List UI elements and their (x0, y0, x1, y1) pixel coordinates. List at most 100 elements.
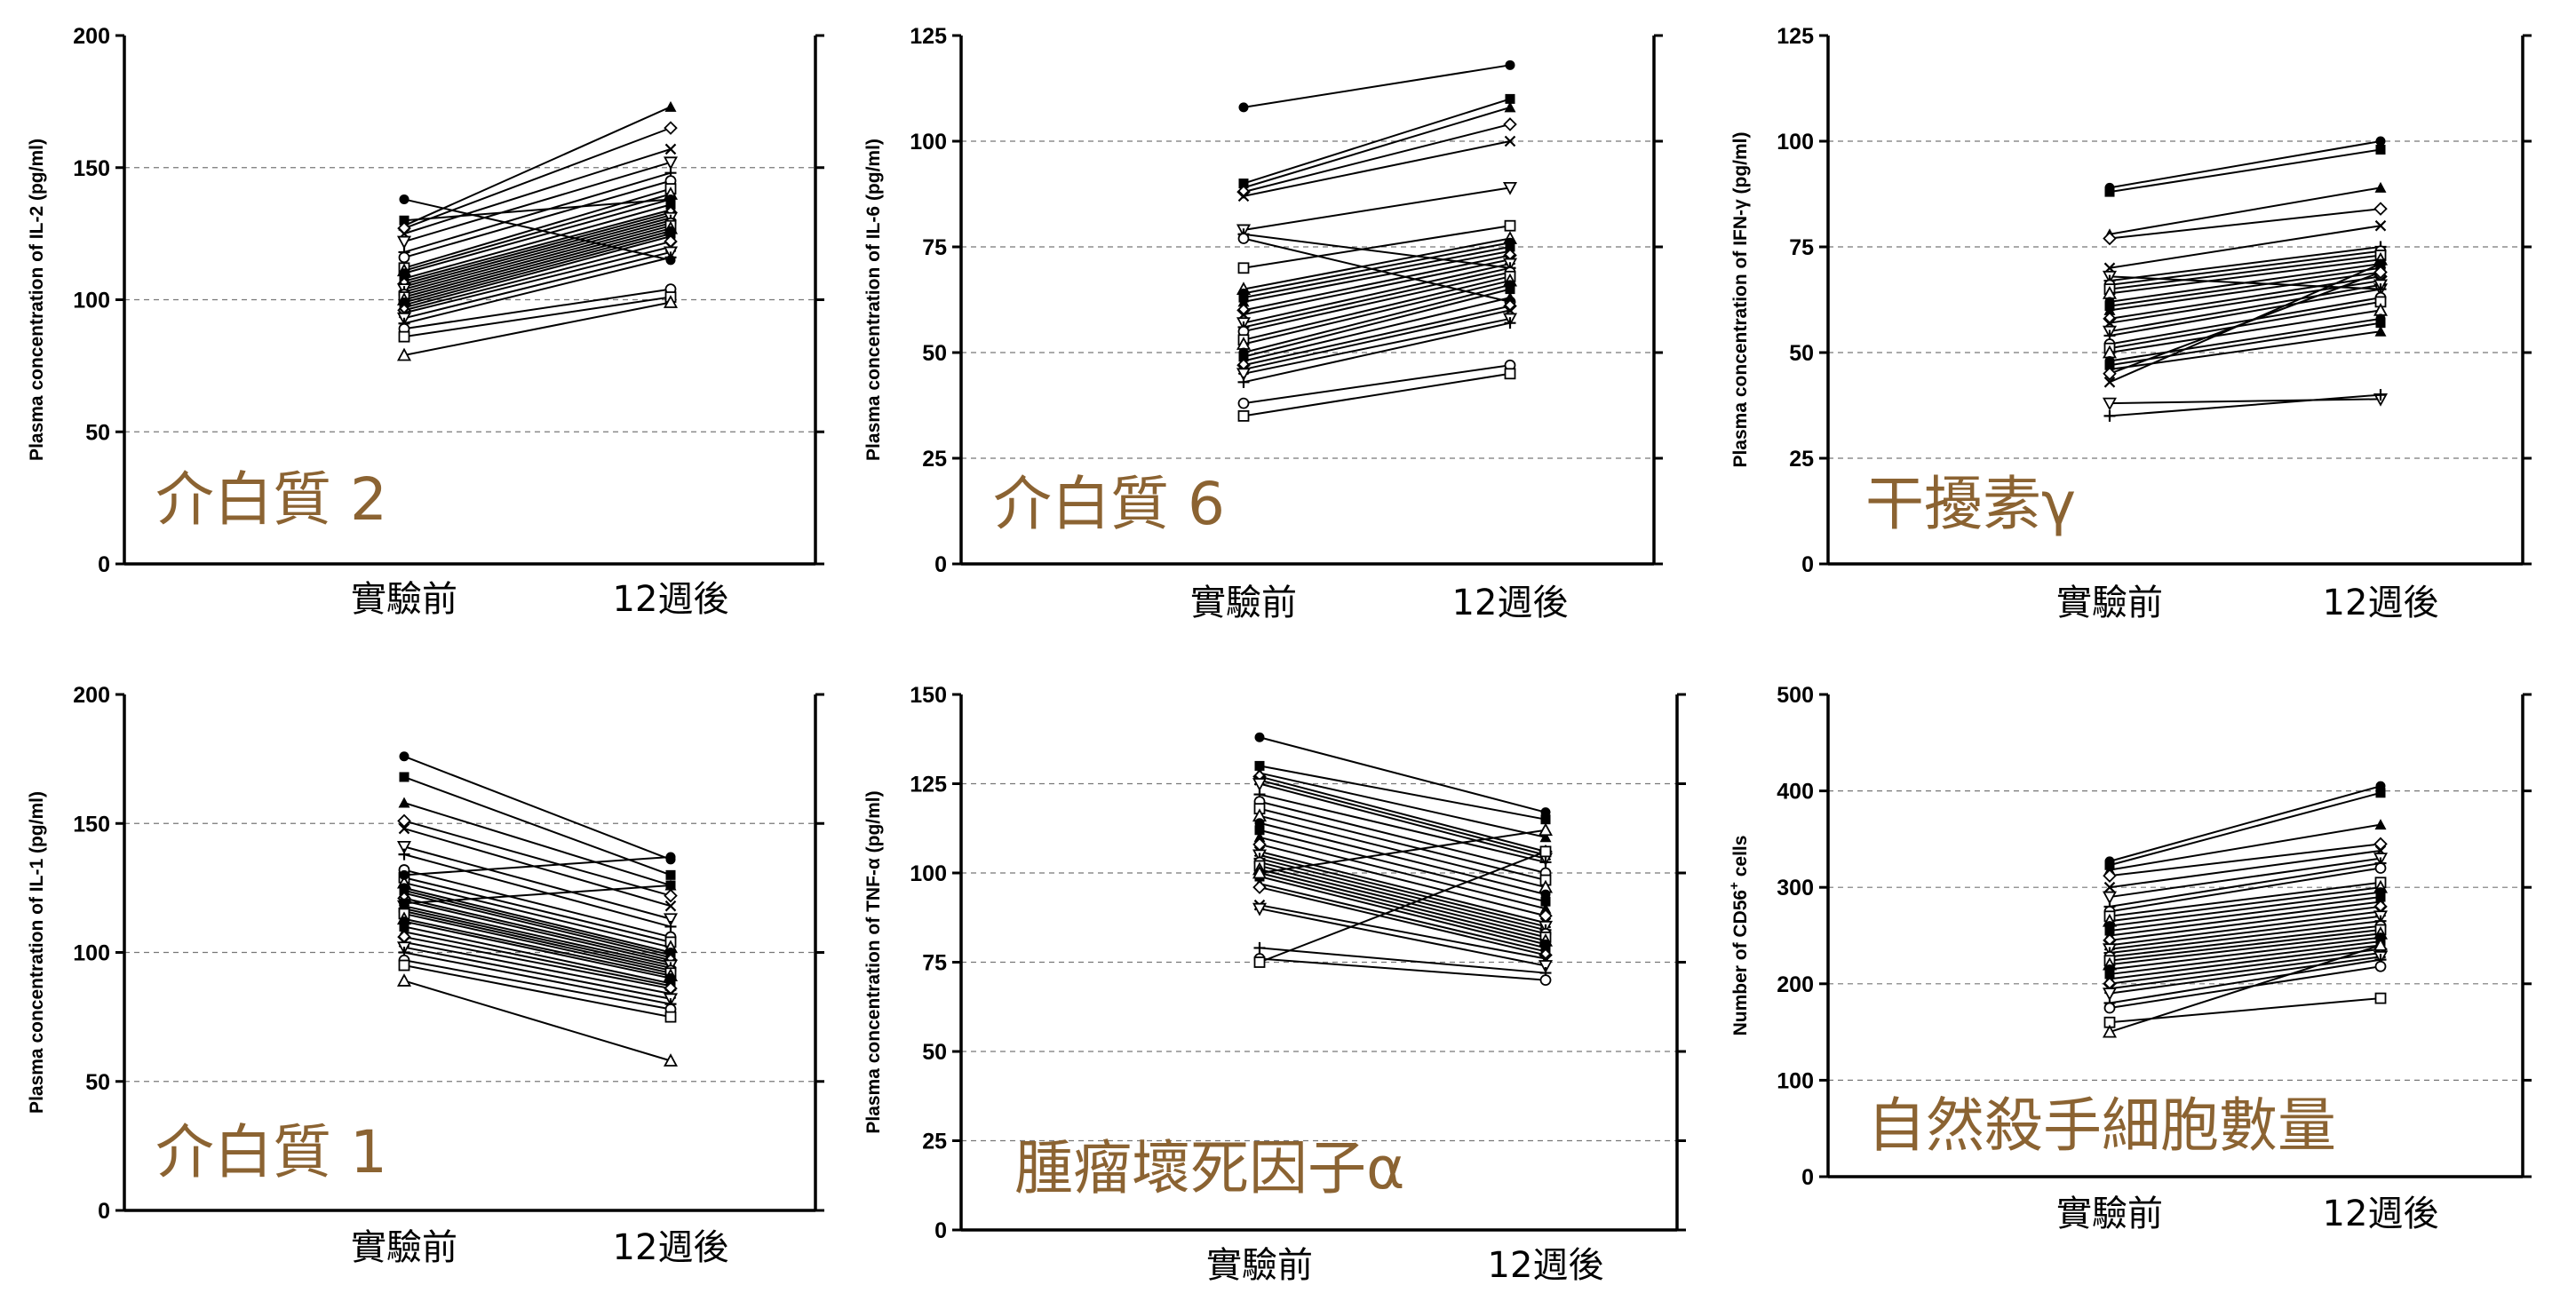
data-point (664, 888, 678, 903)
data-point (664, 920, 677, 932)
data-point (2373, 202, 2388, 216)
y-tick-label: 50 (922, 341, 947, 366)
data-point (2374, 258, 2387, 270)
data-point (398, 797, 410, 808)
series-line (403, 187, 672, 269)
series-29 (2103, 992, 2387, 1028)
data-point (2102, 891, 2118, 905)
data-point (2373, 265, 2388, 280)
series-line (2109, 900, 2381, 937)
series-4 (2103, 202, 2388, 246)
series-line (2109, 944, 2381, 1034)
data-point (1237, 262, 1250, 274)
data-point (1254, 732, 1265, 742)
data-point (2374, 325, 2387, 337)
data-point (2374, 181, 2387, 193)
y-tick-label: 200 (73, 683, 110, 708)
series-line (1243, 246, 1511, 299)
data-point (399, 869, 409, 880)
data-point (2102, 397, 2118, 411)
series-line (403, 246, 672, 314)
series-line (2109, 280, 2381, 324)
data-point (2375, 145, 2386, 155)
series-line (403, 296, 672, 338)
series-line (2109, 936, 2381, 971)
data-point (2103, 409, 2116, 422)
data-point (398, 959, 410, 972)
data-point (664, 900, 677, 912)
data-point (2103, 377, 2116, 388)
y-tick-label: 0 (1801, 1165, 1814, 1190)
chart-panel-3: 0 25 50 75 100 125 Plasma concentration of IFN… (1730, 24, 2532, 623)
y-tick-label: 25 (922, 447, 947, 472)
chart-annotation: 干擾素γ (1865, 470, 2076, 538)
y-axis-label: Number of CD56+ cells (1727, 836, 1751, 1036)
series-line (403, 288, 672, 330)
data-point (2374, 819, 2387, 830)
data-point (399, 751, 409, 762)
series-line (1259, 821, 1546, 896)
series-line (2109, 266, 2381, 307)
series-line (403, 227, 672, 301)
y-tick-label: 125 (910, 24, 947, 49)
series-line (403, 230, 672, 304)
series-line (1243, 364, 1511, 405)
series-line (2109, 881, 2381, 917)
series-line (403, 853, 672, 928)
series-line (1243, 242, 1511, 295)
data-point (1237, 409, 1250, 422)
series-line (1243, 297, 1511, 362)
series-line (2109, 309, 2381, 353)
y-axis-label-text: Plasma concentration of IL-1 (pg/ml) (27, 791, 47, 1114)
series-line (1243, 237, 1511, 290)
series-6 (2102, 853, 2389, 905)
series-line (2109, 823, 2381, 871)
series-line (1259, 886, 1546, 956)
data-point (396, 973, 412, 987)
data-point (665, 852, 676, 862)
series-13 (1253, 831, 1552, 914)
data-point (1505, 59, 1515, 70)
series-25 (1253, 899, 1552, 964)
series-line (1259, 872, 1546, 946)
series-line (403, 910, 672, 972)
data-point (664, 143, 677, 155)
series-line (1243, 237, 1511, 303)
series-line (403, 776, 672, 877)
series-line (2109, 944, 2381, 980)
series-3 (1237, 101, 1516, 193)
series-line (403, 219, 672, 293)
y-axis-label-text: Plasma concentration of IFN-γ (pg/ml) (1730, 131, 1751, 467)
series-line (1243, 123, 1511, 194)
data-point (1504, 317, 1516, 329)
series-line (1259, 800, 1546, 874)
data-point (1252, 778, 1268, 791)
series-line (1243, 186, 1511, 231)
series-line (2109, 910, 2381, 947)
data-point (398, 848, 410, 861)
series-1 (1254, 732, 1551, 818)
y-tick-label: 50 (922, 1040, 947, 1065)
series-line (1243, 225, 1511, 269)
y-tick-label: 75 (922, 951, 947, 976)
data-point (1504, 101, 1516, 113)
series-26 (1236, 313, 1518, 382)
y-tick-label: 200 (1777, 972, 1814, 997)
chart-annotation: 介白質 2 (155, 465, 387, 534)
y-tick-label: 0 (98, 1199, 110, 1224)
series-1 (1238, 59, 1515, 113)
series-30 (2102, 937, 2389, 1038)
series-30 (396, 973, 679, 1067)
series-line (2109, 288, 2381, 337)
data-point (1540, 896, 1551, 907)
series-line (1259, 775, 1546, 853)
chart-panel-2: 0 25 50 75 100 125 Plasma concentration of IL-… (863, 24, 1663, 623)
y-axis-label: Plasma concentration of TNF-α (pg/ml) (863, 790, 884, 1133)
series-5 (1237, 135, 1516, 202)
series-line (403, 886, 672, 954)
series-line (2109, 398, 2381, 405)
data-point (1252, 865, 1268, 879)
data-point (1237, 233, 1250, 244)
data-point (663, 1053, 679, 1067)
y-axis-label-superscript: + (1727, 882, 1742, 890)
